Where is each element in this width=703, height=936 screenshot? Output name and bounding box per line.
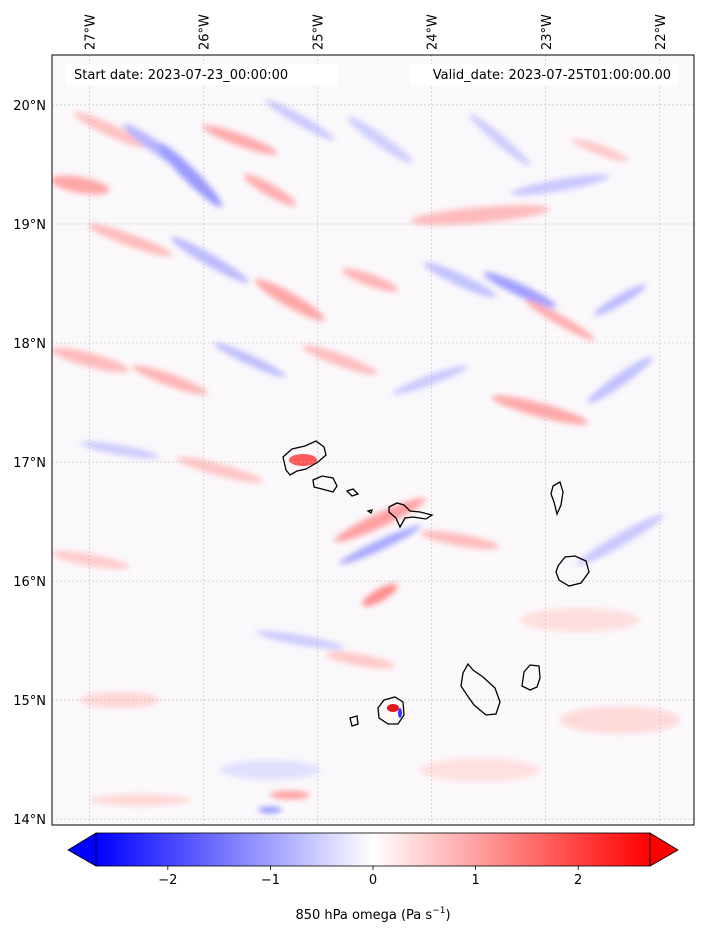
island-raso: [366, 509, 373, 515]
start-date-box: Start date: 2023-07-23_00:00:00: [66, 64, 338, 85]
gridlines: [52, 55, 694, 825]
map-panel: Start date: 2023-07-23_00:00:00 Valid_da…: [51, 54, 695, 826]
colorbar: −2 −1 0 1 2 850 hPa omega (Pa s−1): [67, 832, 679, 923]
island-santo-antao: [282, 440, 327, 476]
colorbar-tick-label: 0: [369, 873, 377, 888]
latitude-label: 17°N: [13, 456, 46, 471]
longitude-label: 25°W: [312, 14, 327, 50]
colorbar-tick-label: −1: [261, 873, 280, 888]
colorbar-gradient: [96, 833, 650, 866]
colorbar-tick-label: 2: [574, 873, 582, 888]
latitude-label: 15°N: [13, 694, 46, 709]
start-date-label: Start date: 2023-07-23_00:00:00: [74, 68, 288, 83]
coastlines: [282, 440, 590, 727]
latitude-label: 19°N: [13, 218, 46, 233]
colorbar-label: 850 hPa omega (Pa s−1): [295, 906, 450, 923]
longitude-label: 27°W: [84, 14, 99, 50]
longitude-label: 22°W: [654, 14, 669, 50]
latitude-label: 18°N: [13, 337, 46, 352]
island-sal: [550, 481, 564, 516]
latitude-label: 16°N: [13, 575, 46, 590]
colorbar-ticks: −2 −1 0 1 2: [158, 866, 582, 888]
island-maio: [521, 664, 541, 691]
colorbar-tick-label: 1: [471, 873, 479, 888]
longitude-label: 23°W: [540, 14, 555, 50]
island-sao-vicente: [312, 475, 338, 493]
longitude-labels: 27°W 26°W 25°W 24°W 23°W 22°W: [84, 14, 669, 50]
island-brava: [349, 715, 359, 727]
island-boa-vista: [555, 555, 590, 587]
latitude-labels: 20°N 19°N 18°N 17°N 16°N 15°N 14°N: [13, 99, 46, 828]
island-sao-nicolau: [388, 502, 434, 529]
latitude-label: 20°N: [13, 99, 46, 114]
colorbar-tick-label: −2: [158, 873, 177, 888]
valid-date-label: Valid_date: 2023-07-25T01:00:00.00: [433, 68, 671, 83]
island-fogo: [377, 696, 405, 725]
latitude-label: 14°N: [13, 813, 46, 828]
colorbar-extend-low: [67, 832, 97, 867]
longitude-label: 26°W: [198, 14, 213, 50]
omega-field: [52, 99, 680, 813]
colorbar-extend-high: [649, 832, 679, 867]
longitude-label: 24°W: [426, 14, 441, 50]
valid-date-box: Valid_date: 2023-07-25T01:00:00.00: [410, 64, 678, 85]
island-santa-luzia: [345, 488, 360, 497]
island-santiago: [460, 662, 501, 716]
